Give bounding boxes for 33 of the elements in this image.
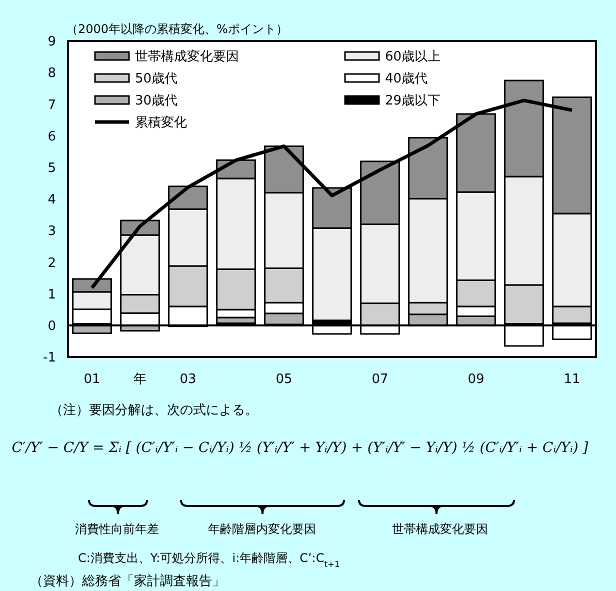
- y-tick-label: -1: [43, 350, 56, 366]
- y-tick-label: 9: [48, 34, 56, 50]
- y-tick-label: 7: [48, 98, 56, 113]
- y-tick-label: 6: [48, 129, 56, 144]
- x-tick-label: 年: [134, 372, 146, 387]
- x-tick-label: 03: [180, 372, 196, 387]
- text: 世帯構成変化要因: [392, 522, 488, 536]
- x-tick-label: 09: [468, 372, 484, 387]
- text: （資料）総務省「家計調査報告」: [30, 573, 225, 589]
- text: 消費性向前年差: [75, 522, 159, 536]
- x-tick-label: 07: [372, 372, 388, 387]
- legend-label: 60歳以上: [385, 50, 441, 65]
- y-axis-title: （2000年以降の累積変化、%ポイント）: [66, 22, 288, 36]
- y-tick-label: 0: [48, 318, 56, 334]
- legend-label: 世帯構成変化要因: [135, 48, 239, 65]
- legend-label: 累積変化: [135, 114, 187, 131]
- y-tick-label: 2: [48, 256, 56, 271]
- text: （注）要因分解は、次の式による。: [50, 403, 258, 418]
- text: C:消費支出、Y:可処分所得、i:年齢階層、C’:C$_{t+1}$: [78, 551, 340, 569]
- text: 年齢階層内変化要因: [208, 522, 316, 536]
- legend-label: 40歳代: [385, 72, 428, 87]
- x-tick-label: 11: [564, 372, 580, 387]
- legend-label: 30歳代: [135, 94, 178, 109]
- y-tick-label: 1: [48, 287, 56, 302]
- x-tick-label: 05: [276, 372, 292, 387]
- y-tick-label: 8: [48, 66, 56, 82]
- y-tick-label: 4: [48, 192, 56, 208]
- y-tick-label: 5: [48, 160, 56, 176]
- x-tick-label: 01: [84, 372, 100, 387]
- y-tick-label: 3: [48, 224, 56, 240]
- legend-label: 50歳代: [135, 72, 178, 87]
- text: C′/Y′ − C/Y = Σᵢ [ (C′ᵢ/Y′ᵢ − Cᵢ/Yᵢ) ½ (Y′ᵢ/Y′ + Yᵢ/Y) + (Y′ᵢ/Y′ − Yᵢ/Y) ½ (C′ᵢ/Y′ᵢ + Cᵢ/Yᵢ) ]: [12, 440, 589, 456]
- legend-label: 29歳以下: [385, 94, 441, 109]
